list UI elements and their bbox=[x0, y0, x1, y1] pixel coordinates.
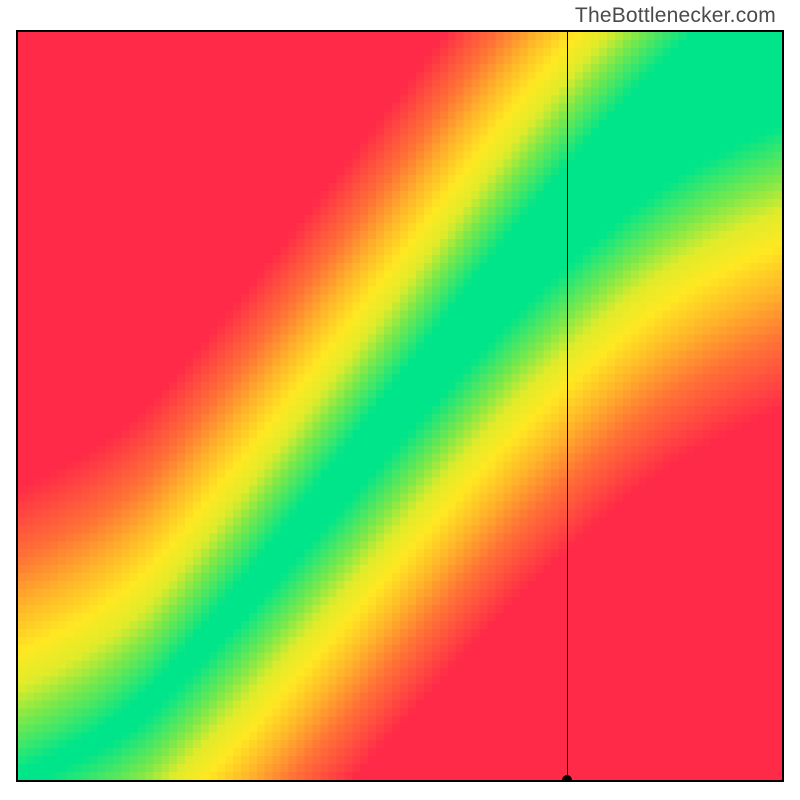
crosshair-vertical bbox=[567, 32, 568, 782]
heatmap-plot bbox=[16, 30, 784, 782]
crosshair-horizontal bbox=[18, 780, 784, 781]
watermark-text: TheBottlenecker.com bbox=[575, 4, 776, 28]
heatmap-canvas bbox=[18, 32, 782, 780]
crosshair-marker bbox=[562, 775, 572, 782]
